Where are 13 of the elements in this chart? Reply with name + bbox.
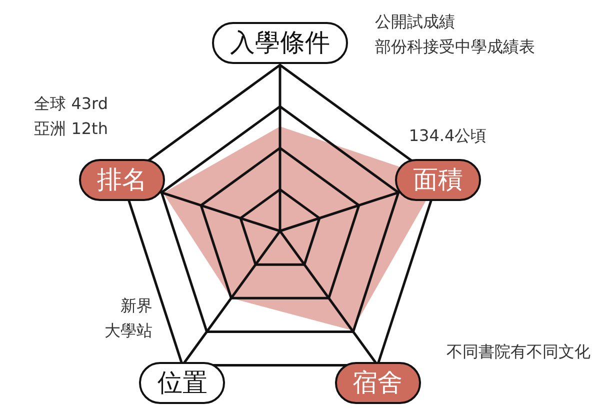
text: 大學站 — [104, 320, 152, 342]
spoke-label: 宿舍 — [334, 362, 421, 404]
text: 部份科接受中學成績表 — [375, 36, 535, 57]
spoke-label: 面積 — [394, 158, 481, 201]
text: 134.4公頃 — [408, 124, 487, 146]
text: 新界 — [120, 295, 152, 316]
text: 亞洲 12th — [34, 118, 108, 139]
spoke-label: 入學條件 — [212, 22, 348, 64]
text: 不同書院有不同文化 — [446, 341, 591, 362]
text: 全球 43rd — [34, 92, 108, 114]
spoke-label: 排名 — [79, 158, 166, 201]
text: 公開試成績 — [375, 11, 455, 32]
spoke-label: 位置 — [139, 362, 226, 404]
